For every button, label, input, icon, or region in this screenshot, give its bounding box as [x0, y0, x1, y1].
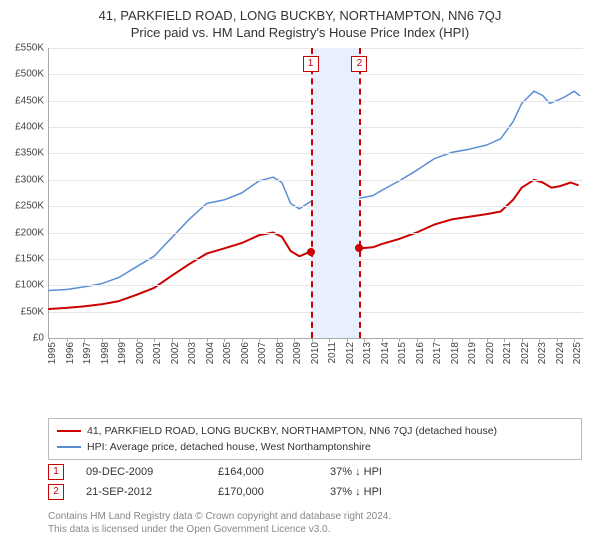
xtick-label: 2021 [502, 342, 513, 364]
xtick-label: 2022 [520, 342, 531, 364]
xtick-label: 2014 [380, 342, 391, 364]
chart-container: 41, PARKFIELD ROAD, LONG BUCKBY, NORTHAM… [0, 0, 600, 560]
footer-attribution: Contains HM Land Registry data © Crown c… [48, 510, 391, 536]
xtick-label: 2020 [485, 342, 496, 364]
xtick-label: 2002 [170, 342, 181, 364]
xtick-label: 2007 [257, 342, 268, 364]
sale-hpi-delta: 37% ↓ HPI [330, 466, 440, 478]
footer-line1: Contains HM Land Registry data © Crown c… [48, 510, 391, 523]
sale-price: £170,000 [218, 486, 308, 498]
legend-swatch-property [57, 430, 81, 432]
xtick-label: 2008 [275, 342, 286, 364]
xtick-label: 2013 [362, 342, 373, 364]
title-block: 41, PARKFIELD ROAD, LONG BUCKBY, NORTHAM… [0, 0, 600, 40]
ytick-label: £200K [15, 227, 44, 238]
xtick-label: 2005 [222, 342, 233, 364]
sale-price: £164,000 [218, 466, 308, 478]
ytick-label: £500K [15, 69, 44, 80]
ytick-label: £250K [15, 201, 44, 212]
xtick-label: 2023 [537, 342, 548, 364]
xtick-label: 1997 [82, 342, 93, 364]
xtick-label: 2024 [555, 342, 566, 364]
xtick-label: 2006 [240, 342, 251, 364]
xtick-label: 2000 [135, 342, 146, 364]
chart-area: £0 £50K £100K £150K £200K £250K £300K £350K £400… [0, 48, 600, 378]
ytick-label: £450K [15, 95, 44, 106]
sale-band [311, 48, 360, 338]
ytick-label: £400K [15, 122, 44, 133]
footer-line2: This data is licensed under the Open Gov… [48, 523, 391, 536]
ytick-label: £150K [15, 253, 44, 264]
xtick-label: 1995 [47, 342, 58, 364]
sale-index-box: 2 [48, 484, 64, 500]
xtick-label: 2025 [572, 342, 583, 364]
xtick-label: 2001 [152, 342, 163, 364]
ytick-label: £350K [15, 148, 44, 159]
xtick-label: 2003 [187, 342, 198, 364]
xtick-label: 2016 [415, 342, 426, 364]
sale-line [311, 48, 313, 338]
sale-marker-dot [355, 244, 363, 252]
xtick-label: 2004 [205, 342, 216, 364]
sale-hpi-delta: 37% ↓ HPI [330, 486, 440, 498]
legend: 41, PARKFIELD ROAD, LONG BUCKBY, NORTHAM… [48, 418, 582, 460]
sale-index-box-on-chart: 1 [303, 56, 319, 72]
xtick-label: 2009 [292, 342, 303, 364]
sale-date: 09-DEC-2009 [86, 466, 196, 478]
xtick-label: 2011 [327, 342, 338, 364]
xtick-label: 2019 [467, 342, 478, 364]
xtick-label: 1998 [100, 342, 111, 364]
ytick-label: £300K [15, 174, 44, 185]
sale-marker-dot [307, 248, 315, 256]
title-subtitle: Price paid vs. HM Land Registry's House … [0, 25, 600, 40]
sale-index-box-on-chart: 2 [351, 56, 367, 72]
sale-row-2: 2 21-SEP-2012 £170,000 37% ↓ HPI [48, 482, 582, 502]
legend-item-hpi: HPI: Average price, detached house, West… [57, 439, 573, 455]
legend-swatch-hpi [57, 446, 81, 448]
ytick-label: £0 [33, 333, 44, 344]
ytick-label: £50K [21, 306, 44, 317]
xtick-label: 1996 [65, 342, 76, 364]
xtick-label: 2012 [345, 342, 356, 364]
xtick-label: 2017 [432, 342, 443, 364]
legend-label-property: 41, PARKFIELD ROAD, LONG BUCKBY, NORTHAM… [87, 425, 497, 437]
sales-table: 1 09-DEC-2009 £164,000 37% ↓ HPI 2 21-SE… [48, 462, 582, 502]
xtick-label: 2010 [310, 342, 321, 364]
legend-label-hpi: HPI: Average price, detached house, West… [87, 441, 371, 453]
xtick-label: 2015 [397, 342, 408, 364]
sale-line [359, 48, 361, 338]
plot-area: £0£50K£100K£150K£200K£250K£300K£350K£400… [48, 48, 583, 339]
legend-item-property: 41, PARKFIELD ROAD, LONG BUCKBY, NORTHAM… [57, 423, 573, 439]
xtick-label: 1999 [117, 342, 128, 364]
xtick-label: 2018 [450, 342, 461, 364]
sale-date: 21-SEP-2012 [86, 486, 196, 498]
sale-row-1: 1 09-DEC-2009 £164,000 37% ↓ HPI [48, 462, 582, 482]
ytick-label: £550K [15, 43, 44, 54]
title-address: 41, PARKFIELD ROAD, LONG BUCKBY, NORTHAM… [0, 8, 600, 23]
ytick-label: £100K [15, 280, 44, 291]
sale-index-box: 1 [48, 464, 64, 480]
